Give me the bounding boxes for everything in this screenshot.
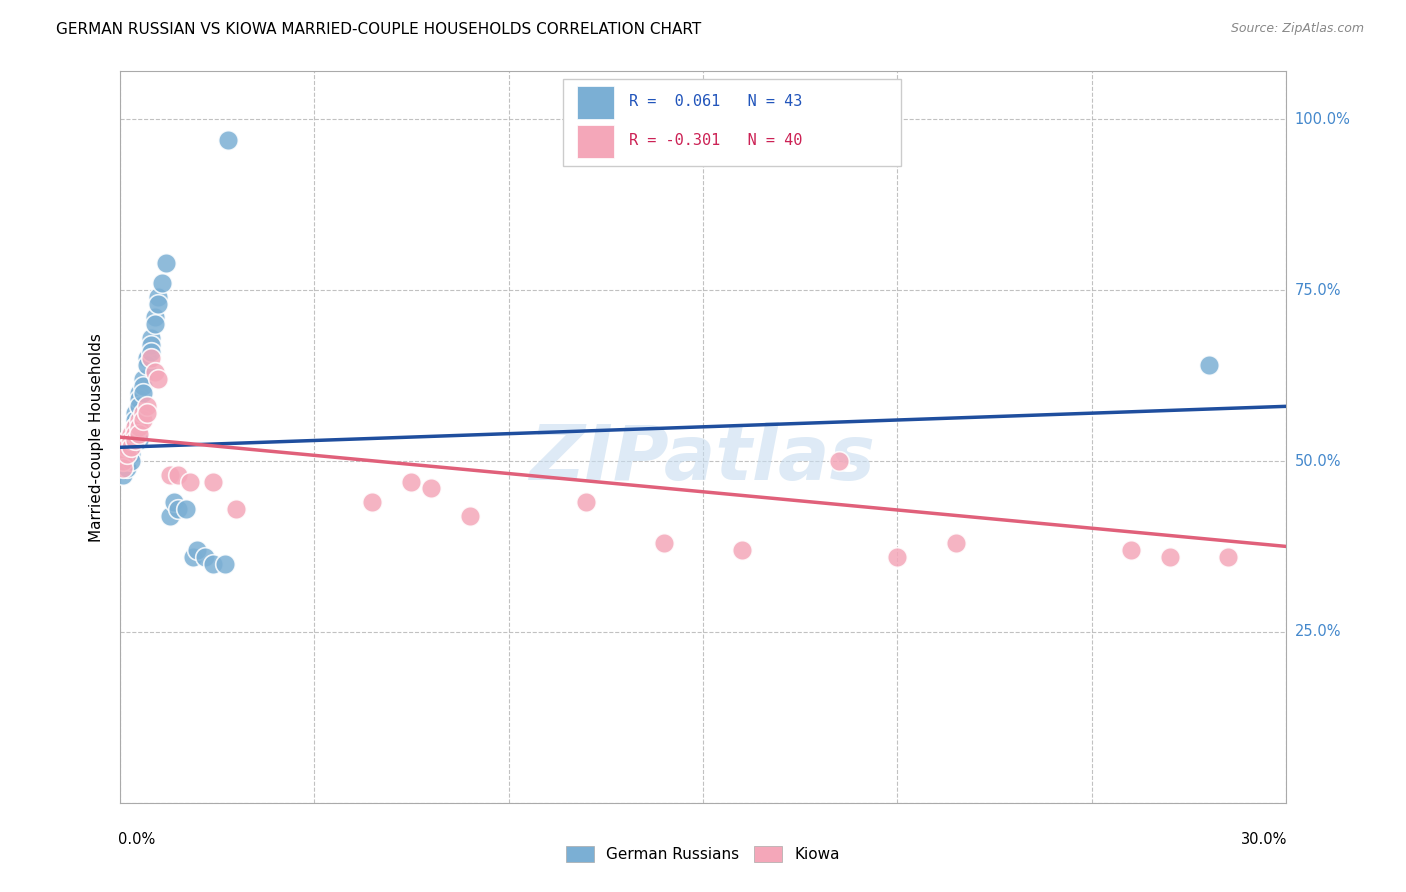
Point [159,508,181,523]
Point [945,536,967,550]
Text: R =  0.061   N = 43: R = 0.061 N = 43 [630,94,803,109]
Point [201,557,224,571]
Text: R = -0.301   N = 40: R = -0.301 N = 40 [630,133,803,148]
Point [132,413,155,427]
Point [166,501,188,516]
Point [458,508,481,523]
Point [120,440,142,454]
Point [174,501,197,516]
Point [117,447,139,461]
Point [120,426,142,441]
Point [120,434,142,448]
Point [112,460,135,475]
Text: ZIPatlas: ZIPatlas [530,422,876,496]
Point [120,447,142,461]
Point [652,536,675,550]
Point [112,454,135,468]
Point [135,359,157,373]
FancyBboxPatch shape [576,125,614,158]
Text: 75.0%: 75.0% [1295,283,1341,298]
Point [1216,549,1240,564]
Legend: German Russians, Kiowa: German Russians, Kiowa [560,840,846,868]
Point [139,338,162,352]
Point [139,331,162,345]
Point [112,467,135,482]
Point [148,297,170,311]
Point [112,454,135,468]
Text: 30.0%: 30.0% [1241,832,1288,847]
Text: GERMAN RUSSIAN VS KIOWA MARRIED-COUPLE HOUSEHOLDS CORRELATION CHART: GERMAN RUSSIAN VS KIOWA MARRIED-COUPLE H… [56,22,702,37]
Point [128,426,150,441]
Point [128,413,150,427]
Point [194,549,217,564]
Point [117,440,139,454]
Point [135,406,157,420]
Point [1159,549,1181,564]
Point [143,318,166,332]
Point [139,344,162,359]
Text: 0.0%: 0.0% [118,832,156,847]
Text: Source: ZipAtlas.com: Source: ZipAtlas.com [1230,22,1364,36]
Point [117,440,139,454]
Point [575,495,598,509]
Point [120,440,142,454]
Point [132,379,155,393]
Point [155,256,177,270]
Point [117,447,139,461]
Y-axis label: Married-couple Households: Married-couple Households [89,333,104,541]
Point [128,420,150,434]
Text: 25.0%: 25.0% [1295,624,1341,640]
Point [128,400,150,414]
Point [201,475,224,489]
Point [148,290,170,304]
Point [135,400,157,414]
FancyBboxPatch shape [562,78,901,167]
FancyBboxPatch shape [576,86,614,119]
Point [179,475,201,489]
Point [828,454,851,468]
Point [731,542,754,557]
Point [139,351,162,366]
Point [399,475,422,489]
Point [117,434,139,448]
Point [132,385,155,400]
Point [1198,359,1220,373]
Text: 100.0%: 100.0% [1295,112,1351,127]
Point [148,372,170,386]
Point [135,351,157,366]
Point [124,406,146,420]
Point [117,460,139,475]
Point [124,426,146,441]
Point [143,310,166,325]
Point [143,365,166,379]
Point [124,413,146,427]
Point [186,542,208,557]
Point [159,467,181,482]
Point [361,495,384,509]
Point [128,392,150,407]
Point [128,434,150,448]
Point [217,133,239,147]
Point [1119,542,1142,557]
Point [112,447,135,461]
Point [124,420,146,434]
Point [132,372,155,386]
Point [163,495,186,509]
Point [183,549,205,564]
Text: 50.0%: 50.0% [1295,453,1341,468]
Point [124,420,146,434]
Point [117,454,139,468]
Point [166,467,188,482]
Point [120,454,142,468]
Point [128,385,150,400]
Point [150,277,173,291]
Point [886,549,908,564]
Point [419,481,441,495]
Point [225,501,247,516]
Point [120,434,142,448]
Point [214,557,236,571]
Point [124,434,146,448]
Point [112,460,135,475]
Point [132,406,155,420]
